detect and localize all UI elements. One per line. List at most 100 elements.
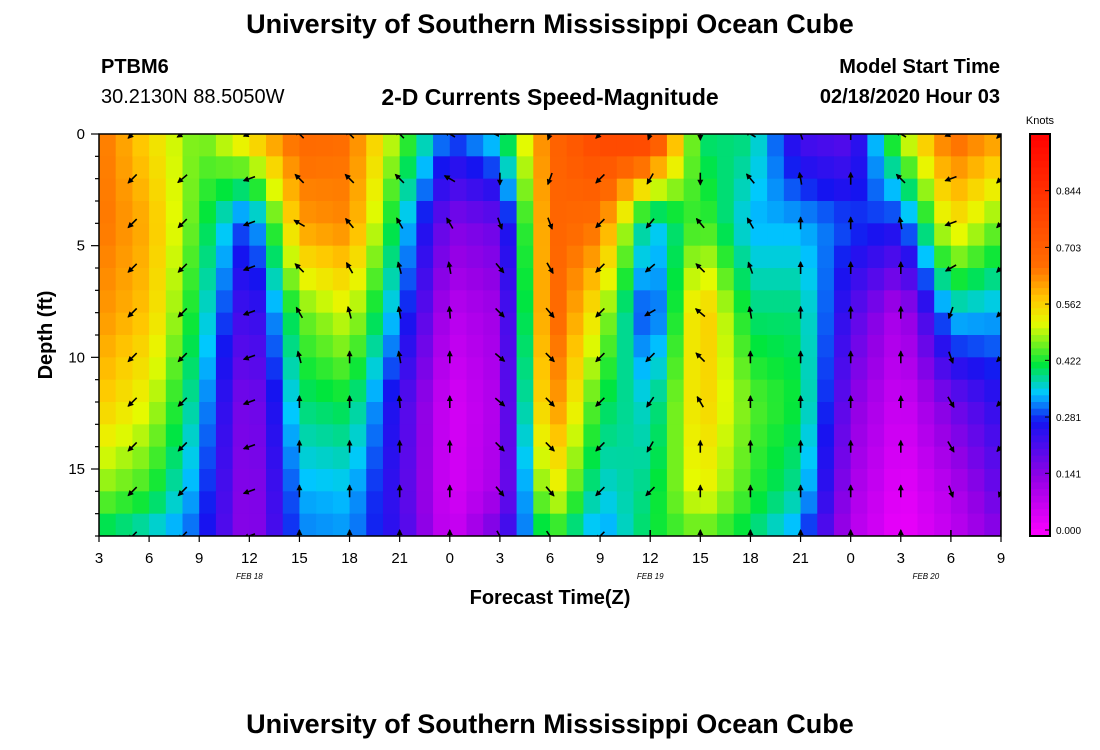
heatmap-cell bbox=[616, 223, 635, 247]
heatmap-cell bbox=[867, 312, 885, 336]
heatmap-cell bbox=[182, 223, 200, 247]
current-arrow bbox=[894, 134, 907, 138]
heatmap-cell bbox=[533, 134, 551, 157]
heatmap-cell bbox=[817, 446, 835, 470]
heatmap-cell bbox=[182, 402, 200, 425]
heatmap-cell bbox=[132, 223, 150, 247]
heatmap-cell bbox=[366, 491, 384, 515]
heatmap-cell bbox=[332, 379, 351, 403]
colorbar-swatch bbox=[1030, 301, 1050, 309]
heatmap-cell bbox=[967, 469, 985, 492]
heatmap-cell bbox=[266, 335, 284, 358]
heatmap-cell bbox=[366, 446, 384, 470]
heatmap-cell bbox=[550, 446, 568, 470]
heatmap-cell bbox=[666, 201, 685, 224]
current-arrow bbox=[177, 397, 188, 407]
heatmap-cell bbox=[416, 245, 434, 269]
heatmap-cell bbox=[215, 491, 234, 515]
heatmap-cell bbox=[666, 134, 685, 157]
heatmap-cell bbox=[616, 513, 635, 536]
heatmap-cell bbox=[349, 491, 367, 515]
heatmap-cell bbox=[700, 201, 718, 224]
heatmap-cell bbox=[149, 357, 167, 381]
heatmap-cell bbox=[666, 156, 685, 180]
heatmap-cell bbox=[600, 245, 618, 269]
heatmap-cell bbox=[583, 446, 601, 470]
heatmap-cell bbox=[900, 156, 919, 180]
heatmap-cell bbox=[366, 245, 384, 269]
heatmap-cell bbox=[700, 245, 718, 269]
colorbar-swatch bbox=[1030, 274, 1050, 282]
heatmap-cell bbox=[282, 491, 301, 515]
heatmap-cell bbox=[149, 201, 167, 224]
heatmap-cell bbox=[499, 312, 518, 336]
heatmap-cell bbox=[165, 223, 184, 247]
heatmap-cell bbox=[850, 424, 868, 448]
heatmap-cell bbox=[466, 513, 484, 536]
heatmap-cell bbox=[717, 357, 735, 381]
current-arrow bbox=[294, 173, 305, 184]
heatmap-cell bbox=[967, 424, 985, 448]
heatmap-cell bbox=[483, 335, 501, 358]
heatmap-cell bbox=[733, 268, 752, 291]
colorbar-swatch bbox=[1030, 194, 1050, 202]
heatmap-cell bbox=[633, 491, 651, 515]
heatmap-cell bbox=[232, 134, 250, 157]
heatmap-cell bbox=[215, 402, 234, 425]
heatmap-cell bbox=[767, 134, 785, 157]
heatmap-cell bbox=[416, 134, 434, 157]
heatmap-cell bbox=[366, 156, 384, 180]
heatmap-cell bbox=[750, 379, 768, 403]
heatmap-cell bbox=[232, 201, 250, 224]
heatmap-cell bbox=[249, 335, 267, 358]
heatmap-cell bbox=[967, 379, 985, 403]
heatmap-cell bbox=[332, 156, 351, 180]
current-arrow bbox=[296, 350, 303, 364]
heatmap-cell bbox=[249, 134, 267, 157]
heatmap-cell bbox=[516, 469, 534, 492]
heatmap-cell bbox=[650, 469, 668, 492]
current-arrow bbox=[745, 173, 755, 184]
heatmap-cell bbox=[132, 446, 150, 470]
heatmap-cell bbox=[633, 245, 651, 269]
heatmap-cell bbox=[516, 290, 534, 314]
heatmap-cell bbox=[332, 402, 351, 425]
heatmap-cell bbox=[433, 223, 451, 247]
heatmap-cell bbox=[99, 446, 117, 470]
current-arrow bbox=[644, 263, 656, 273]
heatmap-cell bbox=[316, 469, 334, 492]
colorbar-swatch bbox=[1030, 174, 1050, 182]
heatmap-cell bbox=[382, 335, 401, 358]
heatmap-cell bbox=[132, 201, 150, 224]
heatmap-cell bbox=[366, 268, 384, 291]
current-arrow bbox=[177, 441, 188, 452]
heatmap-cell bbox=[349, 312, 367, 336]
heatmap-cell bbox=[867, 290, 885, 314]
heatmap-cell bbox=[767, 446, 785, 470]
heatmap-cell bbox=[249, 156, 267, 180]
heatmap-cell bbox=[550, 402, 568, 425]
heatmap-cell bbox=[583, 312, 601, 336]
current-arrow bbox=[396, 305, 403, 319]
heatmap-cell bbox=[917, 223, 935, 247]
current-arrow bbox=[948, 485, 955, 498]
heatmap-cell bbox=[399, 335, 417, 358]
current-arrow bbox=[242, 309, 256, 316]
heatmap-cell bbox=[884, 201, 902, 224]
heatmap-cell bbox=[750, 491, 768, 515]
heatmap-cell bbox=[182, 156, 200, 180]
heatmap-cell bbox=[900, 312, 919, 336]
heatmap-cell bbox=[650, 178, 668, 202]
heatmap-cell bbox=[950, 156, 969, 180]
heatmap-cell bbox=[900, 379, 919, 403]
heatmap-cell bbox=[332, 290, 351, 314]
heatmap-cell bbox=[833, 156, 852, 180]
current-arrow bbox=[177, 486, 188, 497]
colorbar-tick-label: 0.844 bbox=[1056, 187, 1081, 198]
current-arrow bbox=[495, 307, 505, 318]
heatmap-cell bbox=[633, 312, 651, 336]
heatmap-cell bbox=[433, 201, 451, 224]
heatmap-cell bbox=[266, 201, 284, 224]
heatmap-cell bbox=[115, 469, 133, 492]
heatmap-cell bbox=[700, 469, 718, 492]
